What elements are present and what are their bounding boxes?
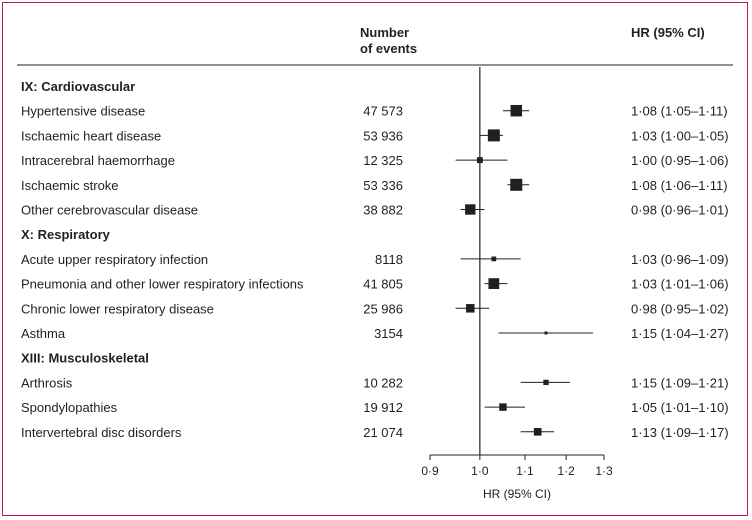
row-hr-ci: 1·13 (1·09–1·17) [631, 425, 729, 440]
row-hr-ci: 1·08 (1·05–1·11) [631, 104, 728, 119]
row-events: 21 074 [363, 425, 403, 440]
point-estimate [533, 427, 542, 436]
row-hr-ci: 1·15 (1·09–1·21) [631, 375, 729, 390]
point-estimate [499, 403, 507, 411]
row-hr-ci: 1·05 (1·01–1·10) [631, 400, 729, 415]
x-axis-label: HR (95% CI) [483, 487, 551, 501]
point-estimate [491, 256, 497, 262]
row-hr-ci: 1·00 (0·95–1·06) [631, 153, 729, 168]
x-tick-label: 1·2 [557, 464, 575, 478]
row-events: 8118 [375, 252, 403, 267]
point-estimate [510, 178, 523, 191]
row-hr-ci: 0·98 (0·96–1·01) [631, 203, 729, 218]
point-estimate [543, 379, 549, 386]
point-estimate [466, 304, 475, 313]
row-events: 38 882 [363, 203, 403, 218]
x-tick-label: 1·0 [471, 464, 489, 478]
row-label: Intracerebral haemorrhage [21, 153, 175, 168]
group-label: X: Respiratory [21, 227, 111, 242]
events-header-line1: Number [360, 25, 409, 40]
row-events: 19 912 [363, 400, 403, 415]
point-estimate [544, 331, 548, 335]
row-label: Chronic lower respiratory disease [21, 301, 214, 316]
group-label: IX: Cardiovascular [21, 79, 135, 94]
row-hr-ci: 1·08 (1·06–1·11) [631, 178, 728, 193]
row-label: Arthrosis [21, 375, 73, 390]
row-label: Other cerebrovascular disease [21, 203, 198, 218]
row-hr-ci: 1·03 (0·96–1·09) [631, 252, 729, 267]
row-label: Acute upper respiratory infection [21, 252, 208, 267]
x-tick-label: 1·1 [516, 464, 534, 478]
row-events: 12 325 [363, 153, 403, 168]
row-label: Hypertensive disease [21, 104, 145, 119]
group-label: XIII: Musculoskeletal [21, 351, 149, 366]
point-estimate [487, 129, 500, 142]
point-estimate [510, 104, 523, 117]
row-events: 25 986 [363, 301, 403, 316]
rows-layer: IX: Cardiovascular Hypertensive disease 47… [21, 79, 729, 440]
row-label: Intervertebral disc disorders [21, 425, 182, 440]
row-events: 41 805 [363, 277, 403, 292]
row-events: 53 336 [363, 178, 403, 193]
x-axis: 0·9 1·0 1·1 1·2 1·3 [421, 67, 613, 478]
row-hr-ci: 1·03 (1·00–1·05) [631, 128, 729, 143]
row-label: Asthma [21, 326, 66, 341]
row-hr-ci: 1·15 (1·04–1·27) [631, 326, 729, 341]
row-hr-ci: 0·98 (0·95–1·02) [631, 301, 729, 316]
row-label: Pneumonia and other lower respiratory in… [21, 277, 304, 292]
x-tick-label: 1·3 [595, 464, 613, 478]
x-tick-label: 0·9 [421, 464, 439, 478]
row-label: Ischaemic stroke [21, 178, 119, 193]
row-label: Ischaemic heart disease [21, 128, 161, 143]
row-events: 53 936 [363, 128, 403, 143]
row-label: Spondylopathies [21, 400, 118, 415]
row-events: 3154 [374, 326, 403, 341]
point-estimate [465, 204, 476, 215]
row-hr-ci: 1·03 (1·01–1·06) [631, 277, 729, 292]
events-header-line2: of events [360, 41, 417, 56]
row-events: 47 573 [363, 104, 403, 119]
point-estimate [488, 278, 500, 289]
row-events: 10 282 [363, 375, 403, 390]
hr-header: HR (95% CI) [631, 25, 705, 40]
